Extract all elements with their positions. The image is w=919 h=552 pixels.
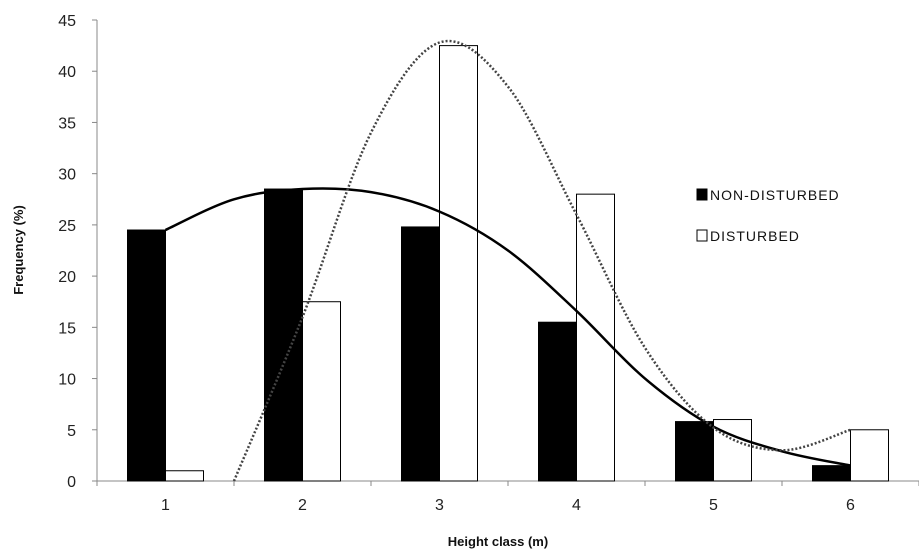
bar-disturbed: [165, 470, 204, 482]
y-tick-label: 30: [58, 167, 76, 184]
x-tick-label: 2: [298, 497, 307, 514]
y-tick-label: 25: [58, 218, 76, 235]
y-tick-label: 45: [58, 13, 76, 30]
legend-label-non-disturbed: NON-DISTURBED: [710, 187, 840, 203]
x-tick-label: 4: [572, 497, 581, 514]
x-tick-label: 6: [846, 497, 855, 514]
trend-curve-non-disturbed: [164, 187, 851, 467]
bar-non-disturbed: [401, 226, 440, 482]
bar-non-disturbed: [538, 321, 577, 482]
bar-disturbed: [576, 193, 615, 482]
legend-swatch-non-disturbed: [696, 188, 708, 201]
y-tick-label: 10: [58, 372, 76, 389]
x-axis-title: Height class (m): [448, 534, 548, 549]
bar-non-disturbed: [127, 229, 166, 482]
y-tick-label: 20: [58, 269, 76, 286]
x-ticks: 1 2 3 4 5 6: [96, 481, 919, 514]
trend-curve-disturbed: [232, 39, 851, 482]
y-tick-label: 15: [58, 320, 76, 337]
bar-disturbed: [850, 429, 889, 482]
x-tick-label: 5: [709, 497, 718, 514]
fit-curves: [164, 39, 851, 482]
bar-disturbed: [439, 45, 478, 482]
y-tick-label: 35: [58, 115, 76, 132]
bar-non-disturbed: [264, 188, 303, 482]
legend: NON-DISTURBED DISTURBED: [696, 187, 840, 244]
y-tick-label: 5: [67, 423, 76, 440]
y-ticks: 0 5 10 15 20 25 30 35 40 45: [58, 13, 97, 491]
x-tick-label: 1: [161, 497, 170, 514]
y-tick-label: 40: [58, 64, 76, 81]
x-tick-label: 3: [435, 497, 444, 514]
bar-non-disturbed: [812, 465, 851, 482]
bar-non-disturbed: [675, 421, 714, 482]
y-tick-label: 0: [67, 474, 76, 491]
bars: [127, 45, 889, 482]
y-axis-title: Frequency (%): [11, 205, 26, 295]
legend-label-disturbed: DISTURBED: [710, 228, 800, 244]
legend-swatch-disturbed: [696, 229, 708, 242]
bar-disturbed: [302, 301, 341, 482]
